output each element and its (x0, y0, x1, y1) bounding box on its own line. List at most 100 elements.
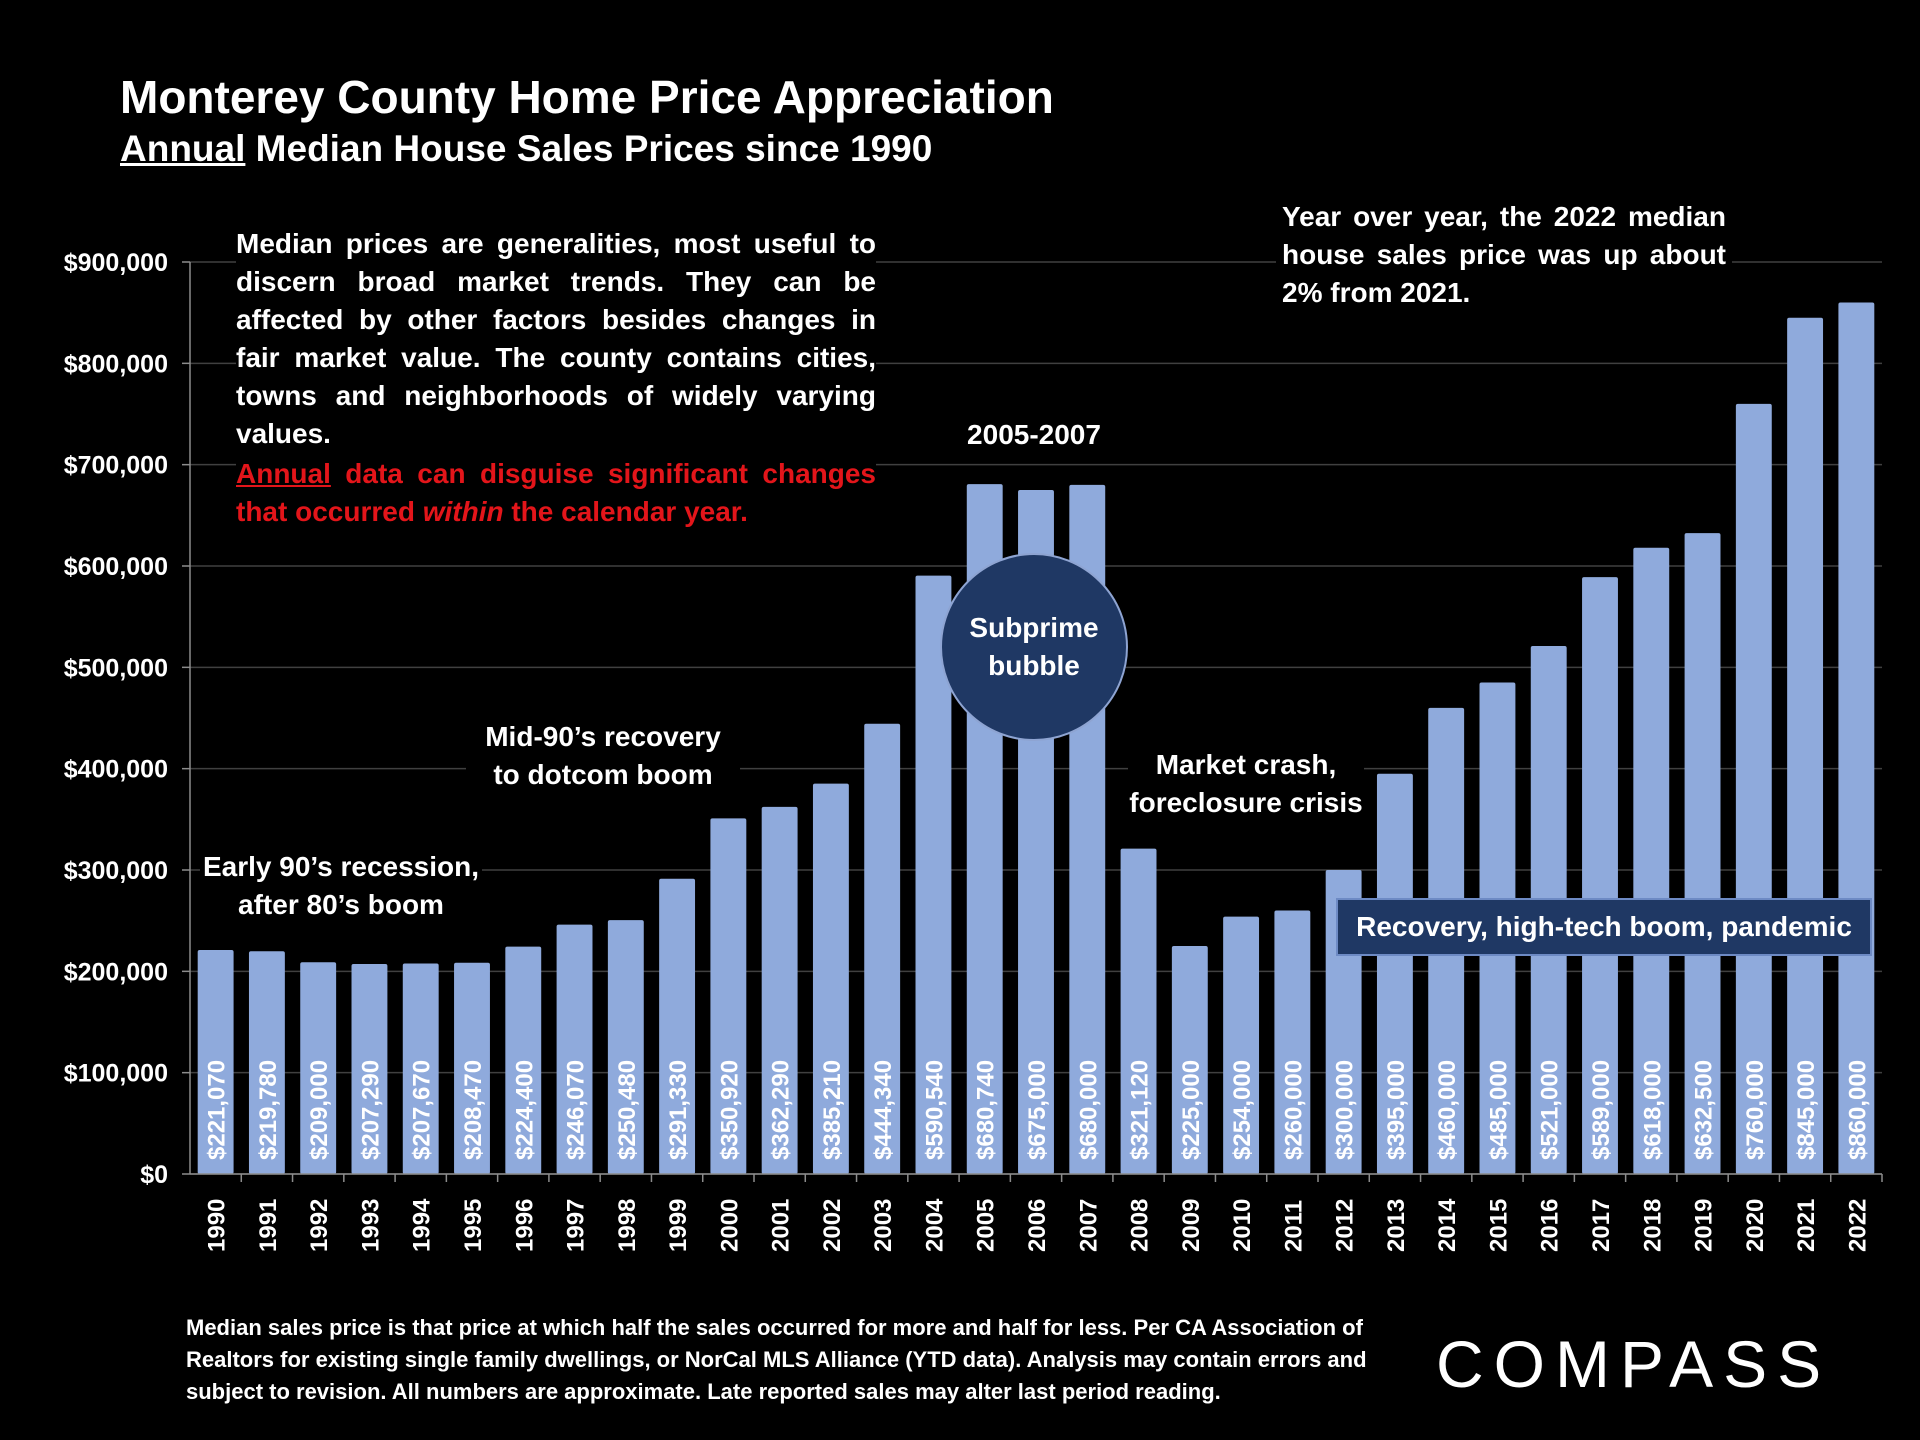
bar (1171, 946, 1208, 1174)
compass-logo: COMPASS (1436, 1327, 1832, 1401)
x-tick-label: 2021 (1793, 1199, 1820, 1252)
x-tick-label: 2007 (1075, 1199, 1102, 1252)
x-tick-label: 2015 (1485, 1199, 1512, 1252)
bar (197, 949, 234, 1174)
x-tick-label: 2010 (1229, 1199, 1256, 1252)
y-tick-label: $900,000 (64, 249, 168, 277)
subtitle-rest: Median House Sales Prices since 1990 (245, 128, 933, 169)
x-tick-label: 2002 (819, 1199, 846, 1252)
annual-warning-note: Annual data can disguise significant cha… (236, 455, 876, 531)
bar (864, 723, 901, 1174)
data-label: $260,000 (1280, 1060, 1307, 1160)
x-tick-label: 2016 (1537, 1199, 1564, 1252)
x-tick-label: 2008 (1127, 1199, 1154, 1252)
crash-annotation: Market crash, foreclosure crisis (1128, 746, 1364, 822)
data-label: $680,740 (973, 1060, 1000, 1160)
x-tick-label: 2011 (1280, 1200, 1307, 1252)
x-tick-label: 2006 (1024, 1199, 1051, 1252)
bar (607, 920, 644, 1174)
x-tick-label: 2017 (1588, 1199, 1615, 1252)
data-label: $444,340 (870, 1060, 897, 1160)
data-label: $321,120 (1127, 1060, 1154, 1160)
x-tick-label: 1993 (357, 1199, 384, 1252)
bar (1684, 533, 1721, 1174)
data-label: $362,290 (768, 1060, 795, 1160)
data-label: $521,000 (1537, 1060, 1564, 1160)
x-tick-label: 2012 (1332, 1199, 1359, 1252)
early-90s-annotation: Early 90’s recession, after 80’s boom (200, 848, 482, 924)
bar (1223, 916, 1260, 1174)
y-tick-label: $700,000 (64, 452, 168, 480)
bar (1120, 848, 1157, 1174)
yoy-note: Year over year, the 2022 median house sa… (1276, 198, 1732, 312)
data-label: $250,480 (614, 1060, 641, 1160)
data-label: $618,000 (1639, 1060, 1666, 1160)
y-tick-label: $300,000 (64, 857, 168, 885)
data-label: $385,210 (819, 1060, 846, 1160)
data-label: $207,670 (409, 1060, 436, 1160)
x-tick-label: 1999 (665, 1199, 692, 1252)
x-tick-label: 2020 (1742, 1199, 1769, 1252)
bar (761, 806, 798, 1174)
data-label: $224,400 (511, 1060, 538, 1160)
bar (300, 962, 337, 1174)
median-note: Median prices are generalities, most use… (236, 225, 876, 453)
data-label: $632,500 (1691, 1060, 1718, 1160)
bar (1735, 403, 1772, 1174)
data-label: $246,070 (563, 1060, 590, 1160)
x-tick-label: 2022 (1844, 1199, 1871, 1252)
bar (1787, 317, 1824, 1174)
x-tick-label: 1996 (511, 1199, 538, 1252)
subprime-bubble: Subprime bubble (940, 553, 1128, 741)
data-label: $860,000 (1844, 1060, 1871, 1160)
data-label: $760,000 (1742, 1060, 1769, 1160)
data-label: $485,000 (1485, 1060, 1512, 1160)
data-label: $680,000 (1075, 1060, 1102, 1160)
x-tick-label: 2018 (1639, 1199, 1666, 1252)
x-tick-label: 2000 (716, 1199, 743, 1252)
bar (1838, 302, 1875, 1174)
x-tick-label: 1998 (614, 1199, 641, 1252)
x-tick-label: 2003 (870, 1199, 897, 1252)
bar (556, 924, 593, 1174)
x-tick-label: 2001 (768, 1199, 795, 1252)
x-tick-label: 2004 (921, 1198, 948, 1252)
y-tick-label: $0 (140, 1161, 168, 1189)
bar (402, 963, 439, 1174)
bar (1274, 910, 1311, 1174)
y-tick-label: $400,000 (64, 756, 168, 784)
y-tick-label: $200,000 (64, 958, 168, 986)
bar (454, 962, 490, 1174)
x-tick-label: 2009 (1178, 1199, 1205, 1252)
data-label: $845,000 (1793, 1060, 1820, 1160)
bar (659, 878, 696, 1174)
y-tick-label: $500,000 (64, 654, 168, 682)
x-tick-label: 2005 (973, 1199, 1000, 1252)
data-label: $291,330 (665, 1060, 692, 1160)
range-annotation: 2005-2007 (944, 416, 1124, 454)
y-tick-label: $600,000 (64, 553, 168, 581)
data-label: $395,000 (1383, 1060, 1410, 1160)
data-label: $208,470 (460, 1060, 487, 1160)
subtitle-annual: Annual (120, 128, 246, 169)
mid-90s-annotation: Mid-90’s recovery to dotcom boom (466, 718, 740, 794)
data-label: $300,000 (1332, 1060, 1359, 1160)
bar (915, 575, 952, 1174)
footnote: Median sales price is that price at whic… (186, 1315, 1367, 1404)
x-tick-label: 1995 (460, 1199, 487, 1252)
data-label: $219,780 (255, 1060, 282, 1160)
data-label: $221,070 (204, 1060, 231, 1160)
data-label: $225,000 (1178, 1060, 1205, 1160)
bar (1633, 547, 1670, 1174)
bar (1376, 773, 1413, 1174)
y-tick-label: $100,000 (64, 1060, 168, 1088)
x-tick-label: 1997 (563, 1199, 590, 1252)
bar (505, 946, 542, 1174)
data-label: $209,000 (306, 1060, 333, 1160)
x-tick-label: 1994 (409, 1198, 436, 1252)
chart-subtitle: Annual Median House Sales Prices since 1… (120, 128, 932, 170)
data-label: $590,540 (921, 1060, 948, 1160)
x-tick-label: 2019 (1691, 1199, 1718, 1252)
y-tick-label: $800,000 (64, 350, 168, 378)
